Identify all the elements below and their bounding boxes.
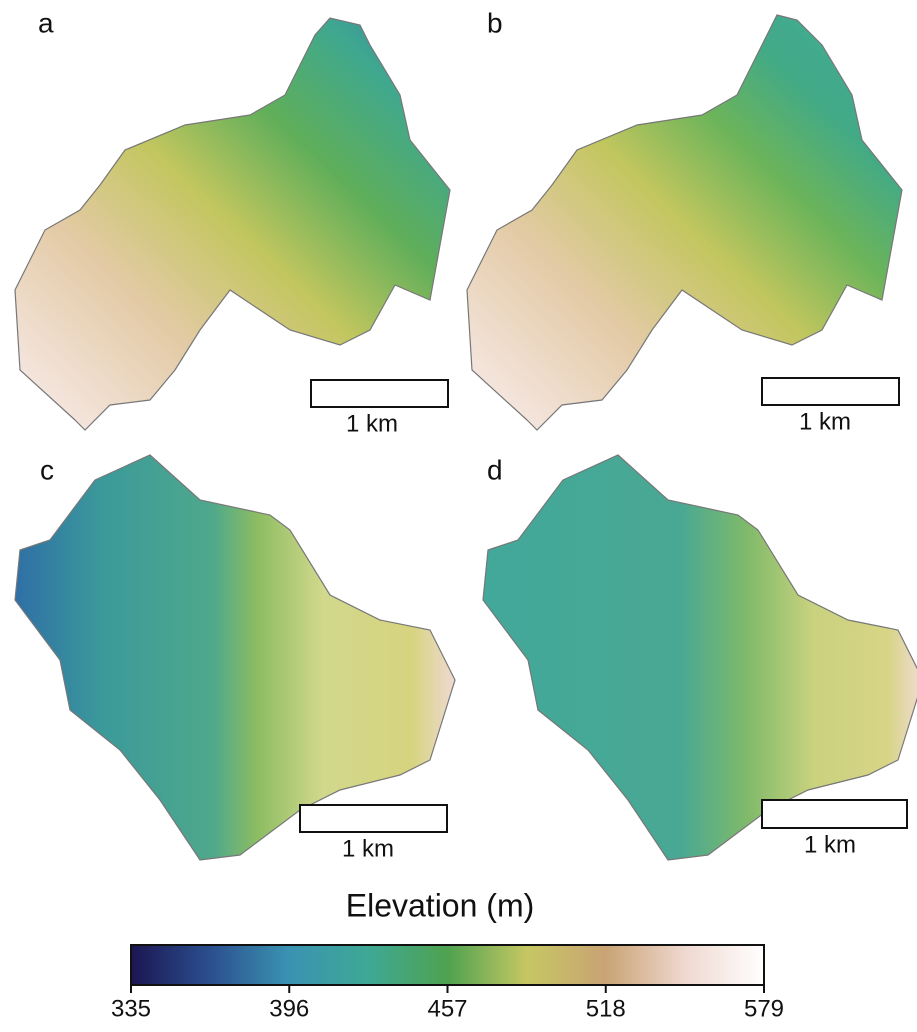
panel-label: c <box>40 454 54 485</box>
panel-a: a 1 km <box>15 7 450 437</box>
tick-label: 457 <box>427 995 467 1022</box>
colorbar-ramp <box>131 945 764 985</box>
scale-label: 1 km <box>804 831 856 858</box>
tick-label: 518 <box>586 995 626 1022</box>
scale-bar <box>762 378 899 405</box>
scale-label: 1 km <box>346 410 398 437</box>
tick-label: 579 <box>744 995 784 1022</box>
panel-b: b 1 km <box>467 7 902 435</box>
panel-label: a <box>38 7 54 38</box>
panel-c: c 1 km <box>15 454 455 862</box>
scale-label: 1 km <box>342 835 394 862</box>
elevation-map <box>15 18 450 430</box>
scale-label: 1 km <box>799 408 851 435</box>
panel-d: d 1 km <box>483 454 917 860</box>
elevation-map <box>467 15 902 430</box>
colorbar-title: Elevation (m) <box>346 887 535 923</box>
panel-label: b <box>487 7 503 38</box>
tick-label: 335 <box>111 995 151 1022</box>
figure: a 1 km b 1 km c 1 km d 1 km Elevation (m… <box>0 0 917 1027</box>
tick-label: 396 <box>269 995 309 1022</box>
scale-bar <box>300 805 447 832</box>
scale-bar <box>311 380 448 407</box>
elevation-map <box>15 455 455 860</box>
scale-bar <box>762 800 907 828</box>
panel-label: d <box>487 454 503 485</box>
colorbar: Elevation (m) 335 396 457 518 579 <box>111 887 784 1022</box>
